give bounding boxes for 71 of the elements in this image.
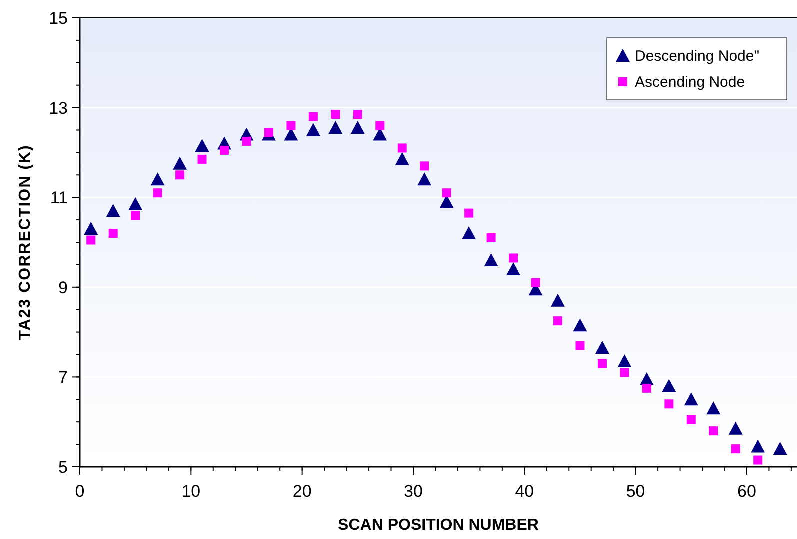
point — [108, 229, 118, 238]
x-axis-title: SCAN POSITION NUMBER — [338, 517, 540, 534]
point — [173, 156, 188, 170]
point — [618, 354, 632, 368]
y-tick-label: 5 — [58, 458, 68, 477]
point — [176, 170, 185, 180]
point — [751, 440, 766, 453]
point — [420, 162, 430, 171]
x-tick-label: 10 — [182, 482, 201, 501]
y-tick-label: 11 — [50, 188, 68, 208]
x-tick-label: 0 — [75, 482, 85, 501]
point — [242, 136, 252, 146]
point — [731, 444, 740, 454]
point — [198, 154, 207, 164]
point — [509, 254, 518, 263]
point — [308, 112, 318, 122]
x-tick-label: 30 — [404, 482, 423, 501]
point — [662, 379, 676, 392]
point — [709, 426, 718, 436]
x-tick-label: 40 — [515, 482, 534, 501]
y-tick-label: 7 — [58, 368, 68, 388]
point — [664, 400, 674, 409]
point — [418, 172, 432, 186]
point — [331, 110, 340, 120]
point — [462, 226, 476, 240]
point — [131, 211, 140, 220]
point — [486, 234, 496, 243]
legend-label: Ascending Node — [635, 74, 746, 91]
point — [576, 341, 585, 350]
point — [220, 146, 230, 155]
point — [554, 316, 562, 326]
point — [286, 121, 296, 130]
point — [706, 402, 721, 415]
point — [551, 294, 565, 307]
point — [686, 415, 696, 424]
point — [106, 204, 120, 218]
point — [754, 456, 763, 465]
point — [353, 110, 362, 120]
point — [306, 123, 320, 136]
point — [153, 188, 162, 198]
point — [464, 208, 474, 218]
point — [84, 222, 98, 236]
point — [128, 197, 143, 210]
point — [773, 442, 788, 456]
point — [531, 278, 540, 288]
point — [728, 422, 743, 435]
x-tick-label: 60 — [738, 482, 756, 501]
point — [506, 262, 521, 276]
point — [398, 144, 407, 153]
point — [150, 172, 165, 186]
x-tick-label: 20 — [292, 482, 312, 501]
point — [620, 368, 630, 378]
point — [484, 253, 498, 266]
legend-label: Descending Node" — [635, 48, 760, 65]
point — [395, 152, 410, 166]
x-tick-label: 50 — [626, 482, 646, 501]
y-axis-title: TA23 CORRECTION (K) — [17, 144, 34, 340]
y-tick-label: 15 — [49, 9, 68, 28]
point — [642, 384, 652, 393]
point — [684, 392, 698, 406]
point — [86, 236, 96, 245]
point — [595, 341, 610, 354]
y-tick-label: 13 — [49, 98, 68, 118]
point — [573, 318, 588, 332]
point — [328, 121, 343, 134]
point — [376, 121, 385, 130]
point — [195, 138, 210, 152]
point — [442, 188, 452, 198]
y-tick-label: 9 — [58, 278, 68, 298]
point — [598, 359, 607, 368]
point — [350, 121, 365, 134]
